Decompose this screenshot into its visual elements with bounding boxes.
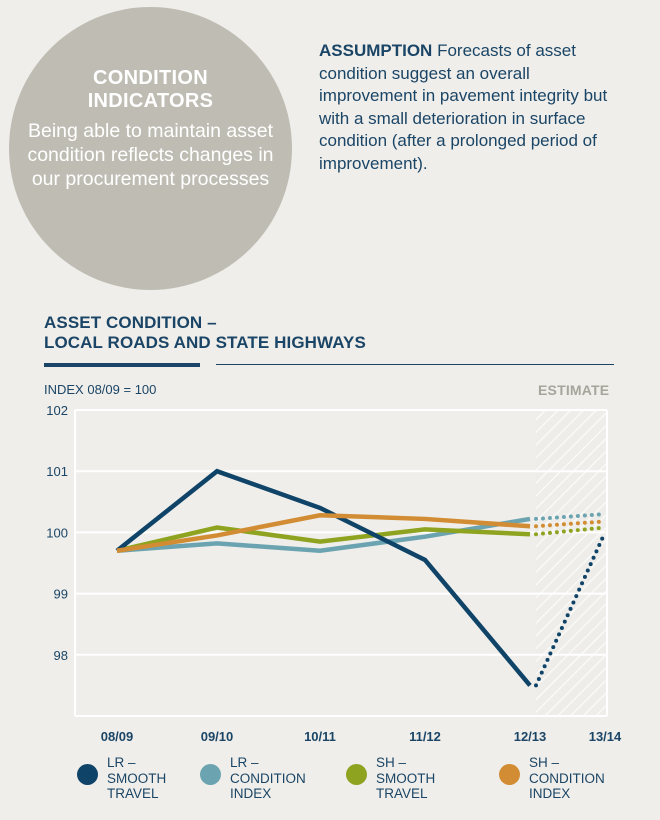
legend-item: LR – CONDITION INDEX xyxy=(200,755,306,802)
y-tick-label: 102 xyxy=(46,403,68,418)
x-tick-label: 10/11 xyxy=(304,729,336,744)
assumption-label: ASSUMPTION xyxy=(319,41,433,60)
assumption-text: Forecasts of asset condition suggest an … xyxy=(319,41,608,173)
y-tick-label: 101 xyxy=(46,464,68,479)
callout-title-line1: CONDITION xyxy=(93,67,208,89)
legend-swatch-icon xyxy=(77,764,98,785)
x-tick-label: 08/09 xyxy=(101,729,134,744)
y-tick-label: 98 xyxy=(54,648,68,663)
y-tick-label: 99 xyxy=(54,587,68,602)
callout-title-line2: INDICATORS xyxy=(87,90,214,112)
legend-label: SH – SMOOTH TRAVEL xyxy=(376,755,436,801)
x-tick-label: 12/13 xyxy=(514,729,547,744)
x-tick-label: 09/10 xyxy=(201,729,234,744)
legend-item: SH – CONDITION INDEX xyxy=(499,755,605,802)
legend-swatch-icon xyxy=(499,764,520,785)
series-estimate-sh-condition-index xyxy=(534,519,607,529)
chart-title-line1: ASSET CONDITION – xyxy=(44,313,217,332)
estimate-label: ESTIMATE xyxy=(538,382,610,398)
condition-indicators-callout: CONDITION INDICATORS Being able to maint… xyxy=(9,7,292,290)
title-rule-thick xyxy=(44,363,200,367)
chart-title: ASSET CONDITION – LOCAL ROADS AND STATE … xyxy=(44,313,366,353)
legend-swatch-icon xyxy=(200,764,221,785)
series-line-lr-smooth-travel xyxy=(115,468,532,687)
legend-item: SH – SMOOTH TRAVEL xyxy=(346,755,435,802)
legend-label: SH – CONDITION INDEX xyxy=(529,755,605,801)
series-estimate-lr-smooth-travel xyxy=(534,530,607,688)
callout-title: CONDITION INDICATORS xyxy=(9,67,292,113)
series-estimate-lr-condition-index xyxy=(534,512,607,521)
assumption-paragraph: ASSUMPTION Forecasts of asset condition … xyxy=(319,40,619,175)
legend-label: LR – SMOOTH TRAVEL xyxy=(107,755,167,801)
x-tick-label: 11/12 xyxy=(409,729,441,744)
callout-body: Being able to maintain asset condition r… xyxy=(27,120,274,190)
y-axis-label: INDEX 08/09 = 100 xyxy=(44,382,157,397)
y-tick-label: 100 xyxy=(46,525,68,540)
estimate-region xyxy=(536,410,607,716)
x-tick-label: 13/14 xyxy=(589,729,622,744)
legend-label: LR – CONDITION INDEX xyxy=(230,755,306,801)
legend-swatch-icon xyxy=(346,764,367,785)
legend-item: LR – SMOOTH TRAVEL xyxy=(77,755,166,802)
title-rule-thin xyxy=(216,364,614,365)
series-estimate-sh-smooth-travel xyxy=(534,525,607,537)
chart-title-line2: LOCAL ROADS AND STATE HIGHWAYS xyxy=(44,333,366,352)
